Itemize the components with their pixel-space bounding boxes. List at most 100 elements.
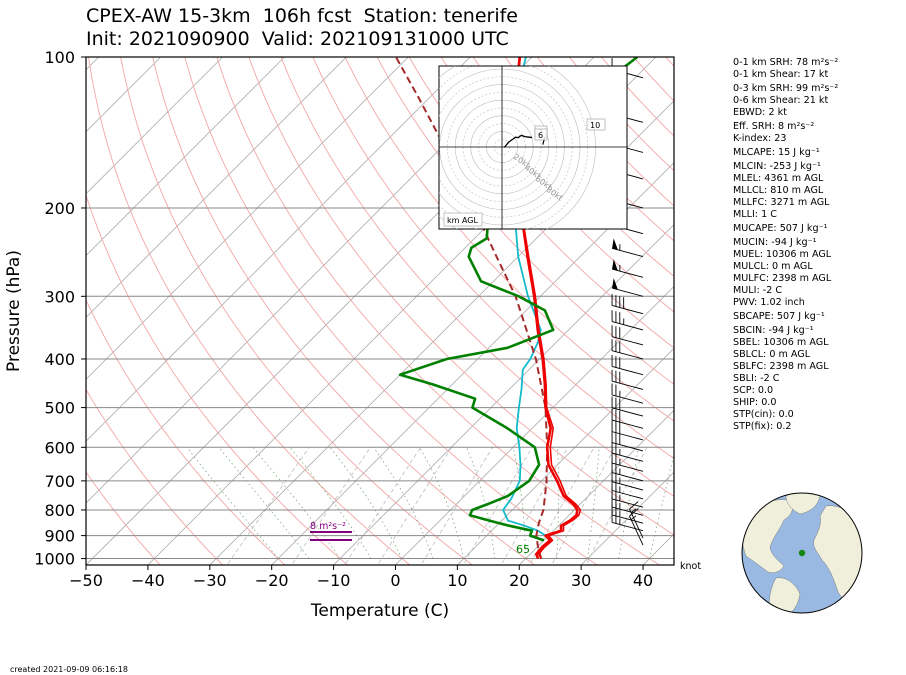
- y-tick-label: 200: [44, 199, 75, 218]
- dry-adiabat-line: [472, 57, 674, 277]
- barb-units-label: knot: [680, 561, 701, 572]
- units-text: km AGL: [447, 216, 479, 225]
- barb-staff: [611, 380, 644, 390]
- index-line: K-index: 23: [733, 133, 787, 144]
- barb-staff: [611, 366, 644, 376]
- x-tick-label: −10: [317, 571, 351, 590]
- index-line: MULFC: 2398 m AGL: [733, 273, 832, 284]
- index-line: SHIP: 0.0: [733, 397, 777, 408]
- mixing-ratio-line: [226, 447, 310, 565]
- index-line: MLLCL: 810 m AGL: [733, 185, 824, 196]
- globe-land: [769, 577, 801, 613]
- globe-land: [785, 493, 821, 515]
- isotherm-line: [86, 57, 162, 133]
- x-tick-label: 40: [633, 571, 653, 590]
- barb-staff: [611, 431, 644, 441]
- y-tick-label: 500: [44, 399, 75, 418]
- wind-barb: [611, 278, 644, 297]
- x-tick-label: −50: [69, 571, 103, 590]
- wind-barb: [611, 238, 644, 258]
- index-line: 0-1 km Shear: 17 kt: [733, 69, 829, 80]
- station-marker: [798, 549, 806, 557]
- barb-staff: [611, 452, 644, 462]
- barb-staff: [611, 419, 644, 429]
- y-tick-label: 100: [44, 48, 75, 67]
- isotherm-line: [86, 57, 223, 195]
- index-line: SBCIN: -94 J kg⁻¹: [733, 325, 814, 336]
- barb-half: [630, 508, 637, 513]
- barb-full: [629, 501, 639, 510]
- mixing-ratio-line: [551, 447, 616, 565]
- barb-staff: [629, 515, 644, 546]
- x-axis-label: Temperature (C): [310, 601, 449, 621]
- hodograph-height-label: 6: [534, 128, 548, 141]
- wind-barb: [611, 383, 644, 404]
- barb-staff: [611, 442, 644, 452]
- moist-adiabat-line: [218, 447, 310, 559]
- index-line: PWV: 1.02 inch: [733, 297, 805, 308]
- height-label-text: 6: [538, 131, 543, 140]
- index-line: 0-3 km SRH: 99 m²s⁻²: [733, 83, 839, 94]
- index-line: SCP: 0.0: [733, 385, 774, 396]
- index-line: MULCL: 0 m AGL: [733, 261, 813, 272]
- y-tick-label: 1000: [34, 550, 75, 569]
- isotherm-line: [86, 57, 409, 380]
- hodograph-height-label: 10: [586, 118, 606, 131]
- wind-barb: [611, 339, 644, 360]
- isotherm-line: [394, 285, 674, 565]
- wind-barb: [611, 294, 644, 315]
- barb-staff: [611, 472, 644, 482]
- y-axis-label: Pressure (hPa): [4, 250, 24, 372]
- x-tick-label: −30: [193, 571, 227, 590]
- index-line: STP(cin): 0.0: [733, 409, 794, 420]
- globe-outline: [741, 492, 863, 614]
- barb-flag: [612, 259, 618, 271]
- dry-adiabat-line: [440, 57, 674, 313]
- chart-title-line1: CPEX-AW 15-3km 106h fcst Station: teneri…: [86, 5, 518, 27]
- isotherm-line: [271, 162, 674, 565]
- height-label-text: 10: [590, 121, 600, 130]
- created-timestamp: created 2021-09-09 06:16:18: [10, 665, 128, 674]
- moist-adiabat-line: [289, 447, 372, 559]
- barb-staff: [611, 407, 644, 417]
- mixing-ratio-line: [344, 447, 421, 565]
- barb-staff: [611, 481, 644, 491]
- barb-staff: [611, 305, 644, 315]
- index-line: MUCIN: -94 J kg⁻¹: [733, 237, 817, 248]
- hodograph-plot: 20kt40kt60kt80kt2610: [439, 66, 627, 229]
- barb-staff: [611, 247, 644, 258]
- index-line: MUCAPE: 507 J kg⁻¹: [733, 223, 828, 234]
- plot-frame: [85, 56, 675, 566]
- index-line: SBCAPE: 507 J kg⁻¹: [733, 311, 825, 322]
- barb-staff: [611, 287, 644, 297]
- barb-staff: [611, 498, 644, 508]
- wind-barb: [611, 259, 644, 278]
- wind-barb: [611, 325, 644, 346]
- isotherm-line: [86, 57, 471, 442]
- index-line: SBLFC: 2398 m AGL: [733, 361, 829, 372]
- moist-adiabat-line: [252, 447, 341, 559]
- index-line: SBLI: -2 C: [733, 373, 780, 384]
- dry-adiabat-line: [408, 57, 674, 349]
- wind-barb: [611, 396, 644, 417]
- moist-adiabat-line: [466, 447, 496, 559]
- index-line: Eff. SRH: 8 m²s⁻²: [733, 121, 815, 132]
- index-line: EBWD: 2 kt: [733, 107, 787, 118]
- surface-annotation: 65: [516, 543, 530, 556]
- units-box: [443, 212, 483, 227]
- indices-panel: 0-1 km SRH: 78 m²s⁻² 0-1 km Shear: 17 kt 0…: [733, 57, 838, 433]
- barb-staff: [611, 350, 644, 360]
- x-tick-label: 30: [571, 571, 591, 590]
- index-line: MUEL: 10306 m AGL: [733, 249, 832, 260]
- wind-barb: [611, 310, 644, 331]
- barb-staff: [611, 462, 644, 472]
- mixing-ratio-line: [528, 447, 595, 565]
- wind-barb: [611, 511, 644, 532]
- hodograph-inset: 20kt40kt60kt80kt2610km AGL: [438, 65, 628, 230]
- index-line: STP(fix): 0.2: [733, 421, 792, 432]
- barb-staff: [611, 394, 644, 404]
- moist-adiabat-line: [649, 452, 674, 559]
- mixing-ratio-line: [420, 447, 493, 565]
- isotherm-line: [518, 409, 674, 565]
